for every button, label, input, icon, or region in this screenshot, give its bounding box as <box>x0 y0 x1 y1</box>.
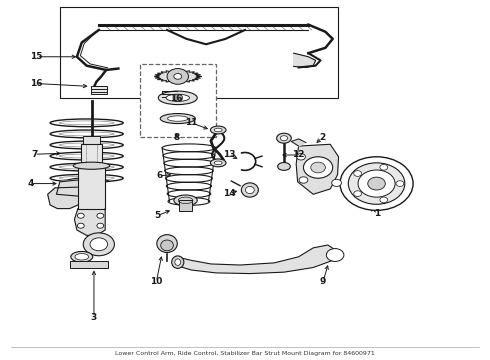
Polygon shape <box>291 139 306 146</box>
Text: 4: 4 <box>27 179 34 188</box>
Polygon shape <box>296 144 339 194</box>
Ellipse shape <box>172 256 184 269</box>
Text: 16: 16 <box>170 94 182 103</box>
Polygon shape <box>56 180 78 196</box>
Ellipse shape <box>210 159 226 167</box>
Circle shape <box>77 213 84 218</box>
Bar <box>83 136 100 144</box>
Text: 12: 12 <box>293 150 305 159</box>
Circle shape <box>97 223 104 228</box>
Ellipse shape <box>168 116 188 121</box>
Circle shape <box>311 162 325 173</box>
Ellipse shape <box>166 94 190 102</box>
Ellipse shape <box>210 126 226 134</box>
Circle shape <box>358 170 395 197</box>
Text: 6: 6 <box>157 171 163 180</box>
Polygon shape <box>177 245 338 274</box>
Ellipse shape <box>73 162 110 169</box>
Ellipse shape <box>278 162 290 170</box>
Circle shape <box>396 181 404 186</box>
Bar <box>179 201 192 211</box>
Circle shape <box>90 238 108 251</box>
Text: 14: 14 <box>223 189 236 198</box>
Circle shape <box>368 177 385 190</box>
Circle shape <box>380 165 388 170</box>
Text: 13: 13 <box>223 150 236 159</box>
Circle shape <box>348 163 405 204</box>
Circle shape <box>167 68 189 84</box>
Text: 11: 11 <box>185 118 197 127</box>
Ellipse shape <box>157 235 177 252</box>
Circle shape <box>173 94 183 102</box>
Ellipse shape <box>214 161 222 165</box>
Ellipse shape <box>280 136 288 141</box>
Text: 15: 15 <box>30 52 43 61</box>
Bar <box>60 7 338 98</box>
Ellipse shape <box>75 253 89 260</box>
Text: Lower Control Arm, Ride Control, Stabilizer Bar Strut Mount Diagram for 84600971: Lower Control Arm, Ride Control, Stabili… <box>115 351 375 356</box>
Circle shape <box>354 191 362 197</box>
Circle shape <box>340 157 413 210</box>
Bar <box>81 144 102 166</box>
Polygon shape <box>74 208 105 235</box>
Bar <box>78 164 105 208</box>
Circle shape <box>299 177 308 183</box>
Bar <box>70 261 108 267</box>
Text: 3: 3 <box>91 313 97 322</box>
Ellipse shape <box>158 91 197 105</box>
Circle shape <box>83 233 115 256</box>
Bar <box>140 64 216 137</box>
Bar <box>91 86 107 94</box>
Ellipse shape <box>160 113 196 123</box>
Ellipse shape <box>174 195 197 206</box>
Text: 2: 2 <box>319 133 325 142</box>
Circle shape <box>332 179 342 186</box>
Text: 8: 8 <box>173 133 180 142</box>
Ellipse shape <box>71 251 93 262</box>
Text: 1: 1 <box>374 210 381 219</box>
Ellipse shape <box>242 183 258 197</box>
Circle shape <box>380 197 388 203</box>
Circle shape <box>174 73 182 79</box>
Circle shape <box>97 213 104 218</box>
Ellipse shape <box>161 240 173 251</box>
Ellipse shape <box>214 128 222 132</box>
Circle shape <box>77 223 84 228</box>
Ellipse shape <box>175 259 181 265</box>
Circle shape <box>296 154 305 160</box>
Text: 9: 9 <box>320 277 326 286</box>
Circle shape <box>326 249 344 261</box>
Ellipse shape <box>277 133 291 143</box>
Circle shape <box>303 157 333 178</box>
Ellipse shape <box>245 186 254 194</box>
Polygon shape <box>48 187 78 208</box>
Polygon shape <box>154 70 201 83</box>
Polygon shape <box>294 53 316 67</box>
Circle shape <box>354 171 362 176</box>
Text: 16: 16 <box>30 79 43 88</box>
Text: 7: 7 <box>31 150 38 159</box>
Polygon shape <box>64 178 109 183</box>
Text: 5: 5 <box>154 211 160 220</box>
Text: 10: 10 <box>150 277 163 286</box>
Bar <box>162 91 177 99</box>
